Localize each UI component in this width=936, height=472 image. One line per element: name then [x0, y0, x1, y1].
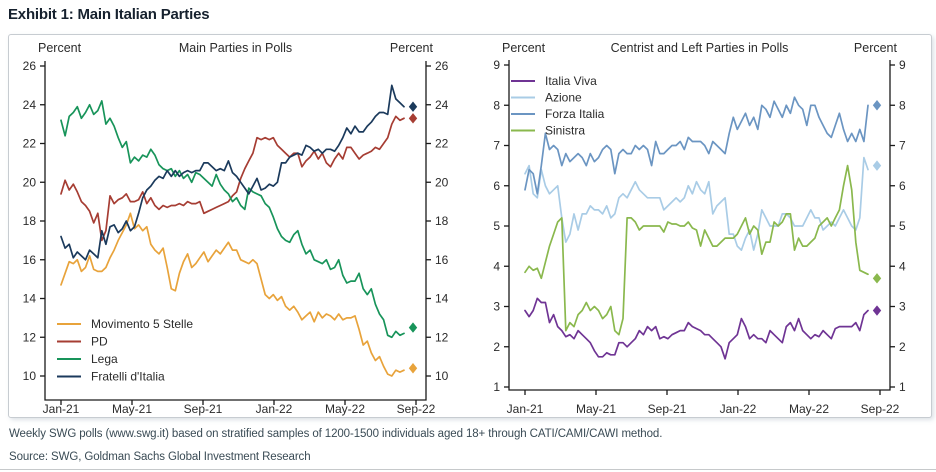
y-tick-label-right: 12 [435, 330, 449, 344]
end-diamond-pd [408, 113, 418, 124]
legend-label: PD [91, 335, 108, 349]
y-tick-label-left: 10 [23, 369, 37, 383]
footnote: Weekly SWG polls (www.swg.it) based on s… [9, 428, 663, 440]
y-tick-label-right: 1 [899, 380, 906, 394]
y-tick-label-left: 7 [493, 139, 500, 153]
x-tick-label: Sep-22 [861, 402, 900, 416]
x-tick-label: Sep-22 [397, 402, 436, 416]
x-tick-label: Jan-21 [507, 402, 544, 416]
end-diamond-forza-italia [872, 100, 882, 111]
series-line-fratelli-d-italia [60, 84, 405, 261]
y-tick-label-right: 14 [435, 292, 449, 306]
end-diamond-lega [408, 322, 418, 333]
y-tick-label-left: 16 [23, 253, 37, 267]
y-tick-label-left: 12 [23, 330, 37, 344]
end-diamond-azione [872, 160, 882, 171]
y-tick-label-left: 18 [23, 214, 37, 228]
y-tick-label-right: 16 [435, 253, 449, 267]
percent-label-right: Percent [390, 41, 434, 55]
chart-main-parties: Percent Main Parties in Polls Percent 10 10 1… [23, 41, 449, 416]
exhibit-title: Exhibit 1: Main Italian Parties [8, 6, 210, 23]
chart-panel-container: Percent Main Parties in Polls Percent 10 10 1… [8, 34, 932, 418]
chart-title: Centrist and Left Parties in Polls [611, 41, 789, 55]
end-diamond-fratelli-d-italia [408, 101, 418, 112]
y-tick-label-left: 3 [493, 300, 500, 314]
end-diamond-movimento-5-stelle [408, 363, 418, 374]
bottom-divider [0, 469, 936, 470]
legend-label: Movimento 5 Stelle [91, 317, 193, 331]
y-tick-label-right: 9 [899, 58, 906, 72]
y-tick-label-left: 8 [493, 98, 500, 112]
x-tick-label: May-21 [112, 402, 152, 416]
percent-label-left: Percent [502, 41, 546, 55]
x-tick-label: May-21 [576, 402, 616, 416]
source-line: Source: SWG, Goldman Sachs Global Invest… [9, 451, 311, 463]
legend-label: Lega [91, 352, 118, 366]
y-tick-label-left: 14 [23, 292, 37, 306]
y-tick-label-right: 6 [899, 179, 906, 193]
legend-label: Azione [545, 91, 582, 105]
legend-label: Sinistra [545, 124, 585, 138]
axes-frame [508, 60, 891, 391]
y-tick-label-left: 2 [493, 340, 500, 354]
y-tick-label-left: 9 [493, 58, 500, 72]
x-tick-label: Jan-21 [43, 402, 80, 416]
y-tick-label-right: 3 [899, 300, 906, 314]
y-tick-label-left: 20 [23, 175, 37, 189]
y-tick-label-left: 24 [23, 98, 37, 112]
series-line-sinistra [524, 164, 869, 336]
axes-frame [44, 61, 427, 401]
percent-label-right: Percent [854, 41, 898, 55]
x-tick-label: May-22 [325, 402, 365, 416]
percent-label-left: Percent [38, 41, 82, 55]
legend-label: Forza Italia [545, 107, 605, 121]
series-line-azione [524, 156, 869, 251]
series-line-pd [60, 115, 405, 242]
series-line-movimento-5-stelle [60, 212, 405, 377]
y-tick-label-left: 6 [493, 179, 500, 193]
x-tick-label: Sep-21 [648, 402, 687, 416]
y-tick-label-right: 18 [435, 214, 449, 228]
y-tick-label-right: 10 [435, 369, 449, 383]
y-tick-label-left: 1 [493, 380, 500, 394]
end-diamond-sinistra [872, 273, 882, 284]
y-tick-label-left: 26 [23, 59, 37, 73]
y-tick-label-right: 4 [899, 259, 906, 273]
y-tick-label-right: 26 [435, 59, 449, 73]
y-tick-label-right: 5 [899, 219, 906, 233]
y-tick-label-right: 2 [899, 340, 906, 354]
y-tick-label-right: 8 [899, 98, 906, 112]
y-tick-label-right: 20 [435, 175, 449, 189]
y-tick-label-right: 24 [435, 98, 449, 112]
end-diamond-italia-viva [872, 305, 882, 316]
legend-label: Fratelli d'Italia [91, 370, 165, 384]
series-line-forza-italia [524, 96, 869, 195]
x-tick-label: May-22 [789, 402, 829, 416]
chart-title: Main Parties in Polls [179, 41, 292, 55]
legend-label: Italia Viva [545, 74, 597, 88]
x-tick-label: Jan-22 [720, 402, 757, 416]
y-tick-label-left: 22 [23, 137, 37, 151]
y-tick-label-left: 4 [493, 259, 500, 273]
series-line-italia-viva [524, 297, 869, 360]
y-tick-label-right: 22 [435, 137, 449, 151]
chart-centrist-left-parties: Percent Centrist and Left Parties in Poll… [493, 41, 906, 416]
x-tick-label: Jan-22 [256, 402, 293, 416]
y-tick-label-right: 7 [899, 139, 906, 153]
y-tick-label-left: 5 [493, 219, 500, 233]
series-line-lega [60, 100, 405, 339]
x-tick-label: Sep-21 [184, 402, 223, 416]
